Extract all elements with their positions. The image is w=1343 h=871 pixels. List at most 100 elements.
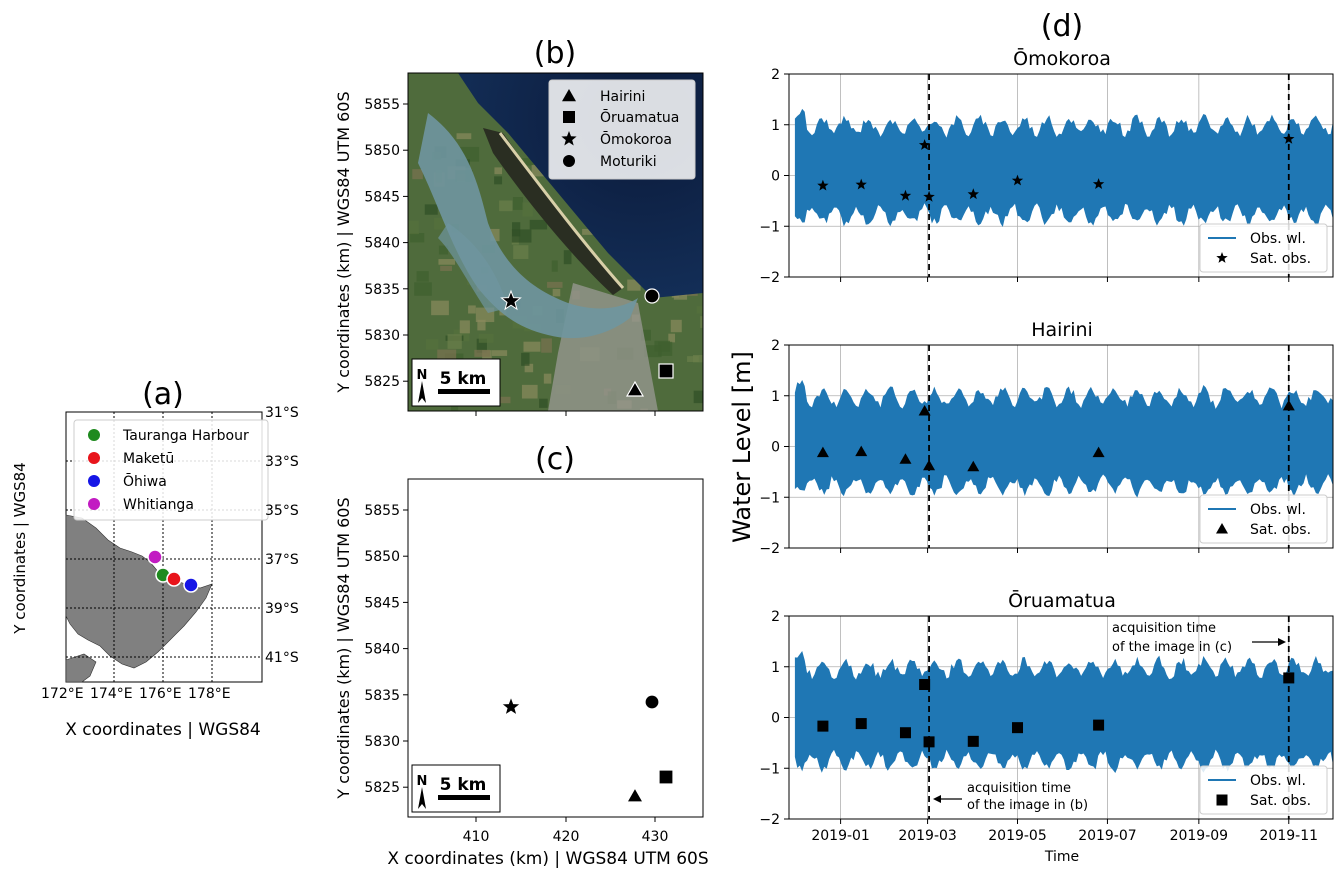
ytick-label: −1 bbox=[759, 490, 780, 506]
ytick-label: −1 bbox=[759, 219, 780, 235]
land-patch bbox=[507, 607, 523, 616]
land-patch bbox=[492, 552, 505, 564]
land-patch bbox=[654, 651, 669, 666]
ytick-label: 0 bbox=[771, 169, 780, 185]
land-patch bbox=[409, 221, 419, 234]
annotation-b-arrowhead bbox=[933, 795, 941, 803]
north-arrow-label: N bbox=[417, 368, 428, 383]
map-xtick-label: 410 bbox=[463, 829, 490, 845]
land-patch bbox=[604, 649, 617, 657]
land-patch bbox=[546, 628, 561, 642]
land-patch bbox=[450, 746, 465, 752]
map-ytick-label: 5845 bbox=[364, 189, 400, 205]
land-patch bbox=[432, 628, 447, 638]
land-patch bbox=[416, 592, 430, 599]
land-patch bbox=[460, 320, 470, 333]
land-patch bbox=[473, 696, 488, 711]
land-patch bbox=[695, 541, 713, 546]
land-patch bbox=[455, 812, 470, 824]
land-patch bbox=[425, 204, 438, 214]
land-patch bbox=[605, 770, 624, 781]
panel-a-xlabel: X coordinates | WGS84 bbox=[65, 720, 261, 740]
legend-label-obs: Obs. wl. bbox=[1250, 231, 1306, 247]
land-patch bbox=[642, 727, 660, 741]
land-patch bbox=[511, 625, 524, 639]
land-patch bbox=[511, 655, 527, 666]
legend-label-maketu: Maketū bbox=[123, 451, 174, 467]
land-patch bbox=[693, 355, 712, 362]
map-ytick-label: 5850 bbox=[364, 549, 400, 565]
land-patch bbox=[686, 638, 695, 650]
land-patch bbox=[465, 577, 484, 589]
north-arrow-label: N bbox=[417, 774, 428, 789]
land-patch bbox=[547, 282, 562, 288]
timeseries-legend: Obs. wl. Sat. obs. bbox=[1200, 495, 1327, 543]
lat-label: 41°S bbox=[265, 650, 299, 666]
land-patch bbox=[489, 744, 496, 757]
map-xtick-label: 430 bbox=[642, 829, 669, 845]
ytick-label: 0 bbox=[771, 711, 780, 727]
panel-c-label: (c) bbox=[535, 442, 575, 477]
panel-b-legend-label: Hairini bbox=[600, 89, 645, 105]
land-patch bbox=[579, 619, 594, 627]
land-patch bbox=[699, 700, 710, 708]
land-patch bbox=[687, 663, 707, 668]
land-patch bbox=[521, 353, 529, 366]
land-patch bbox=[451, 590, 459, 601]
land-patch bbox=[680, 655, 693, 666]
land-patch bbox=[636, 550, 649, 559]
lat-label: 35°S bbox=[265, 503, 299, 519]
ytick-label: −2 bbox=[759, 270, 780, 286]
land-patch bbox=[601, 614, 617, 626]
land-patch bbox=[426, 339, 438, 350]
land-patch bbox=[478, 564, 494, 575]
land-patch bbox=[693, 726, 708, 733]
urban-area bbox=[548, 689, 658, 817]
land-patch bbox=[668, 645, 676, 659]
timeseries-legend: Obs. wl. Sat. obs. bbox=[1200, 766, 1327, 814]
timeseries-title: Hairini bbox=[1031, 319, 1093, 341]
xtick-label: 2019-07 bbox=[1078, 828, 1137, 844]
lat-label: 31°S bbox=[265, 405, 299, 421]
ytick-label: −2 bbox=[759, 812, 780, 828]
ytick-label: 1 bbox=[771, 660, 780, 676]
land-patch bbox=[601, 676, 616, 686]
open-ocean bbox=[458, 479, 703, 704]
land-patch bbox=[509, 776, 520, 789]
land-patch bbox=[641, 802, 651, 811]
land-patch bbox=[459, 600, 477, 607]
map-ytick-label: 5825 bbox=[364, 374, 400, 390]
land-patch bbox=[523, 342, 540, 352]
moturiki-marker bbox=[645, 289, 659, 303]
land-patch bbox=[414, 282, 432, 295]
land-patch bbox=[507, 769, 523, 782]
lon-label: 174°E bbox=[90, 686, 133, 702]
xtick-label: 2019-03 bbox=[898, 828, 957, 844]
land-patch bbox=[671, 320, 682, 332]
land-patch bbox=[634, 770, 641, 784]
land-patch bbox=[409, 742, 426, 755]
lon-label: 178°E bbox=[188, 686, 231, 702]
oruamatua-marker bbox=[659, 364, 673, 378]
land-patch bbox=[509, 683, 516, 688]
legend-marker-oruamatua bbox=[563, 111, 575, 123]
land-patch bbox=[592, 596, 602, 601]
land-patch bbox=[633, 811, 650, 817]
land-patch bbox=[618, 617, 624, 631]
timeseries-panel: Hairini210−1−2Obs. wl.Sat. obs. bbox=[759, 319, 1333, 557]
land-patch bbox=[556, 728, 565, 742]
land-patch bbox=[550, 713, 568, 726]
map-ytick-label: 5855 bbox=[364, 503, 400, 519]
land-patch bbox=[566, 705, 572, 716]
legend-marker-maketu bbox=[88, 452, 100, 464]
legend-label-obs: Obs. wl. bbox=[1250, 773, 1306, 789]
land-patch bbox=[578, 554, 591, 560]
legend-label-sat: Sat. obs. bbox=[1250, 251, 1311, 267]
land-patch bbox=[478, 710, 497, 715]
obs-water-level-area bbox=[795, 380, 1333, 498]
beach-line bbox=[500, 539, 623, 694]
ohiwa-marker bbox=[184, 578, 198, 592]
map-ytick-label: 5855 bbox=[364, 97, 400, 113]
land-patch bbox=[682, 577, 698, 582]
land-patch bbox=[649, 796, 657, 811]
